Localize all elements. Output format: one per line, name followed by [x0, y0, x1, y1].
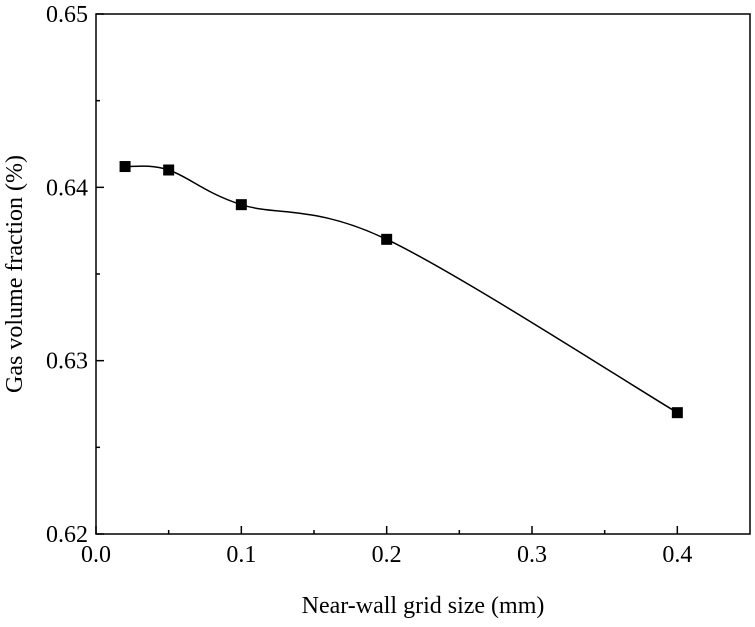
- data-point: [235, 199, 247, 211]
- x-tick-label: 0.2: [372, 542, 402, 568]
- x-tick-label: 0.4: [662, 542, 692, 568]
- series-line: [125, 165, 678, 414]
- x-tick-label: 0.0: [81, 542, 111, 568]
- plot-frame: [95, 13, 751, 535]
- y-tick-label: 0.64: [46, 175, 88, 201]
- y-axis-label: Gas volume fraction (%): [2, 155, 28, 393]
- x-tick-label: 0.1: [226, 542, 256, 568]
- data-point: [671, 407, 683, 419]
- y-tick-label: 0.63: [46, 349, 88, 375]
- series: [119, 161, 683, 419]
- data-point: [163, 164, 175, 176]
- data-point: [381, 233, 393, 245]
- x-axis-label: Near-wall grid size (mm): [302, 593, 545, 619]
- y-tick-label: 0.62: [46, 522, 88, 548]
- x-tick-label: 0.3: [517, 542, 547, 568]
- axes: [95, 13, 751, 535]
- y-tick-label: 0.65: [46, 2, 88, 28]
- ticks: 0.0 0.1 0.2 0.3 0.4 0.62 0.63 0.64 0.65: [46, 2, 692, 568]
- data-point: [119, 161, 131, 173]
